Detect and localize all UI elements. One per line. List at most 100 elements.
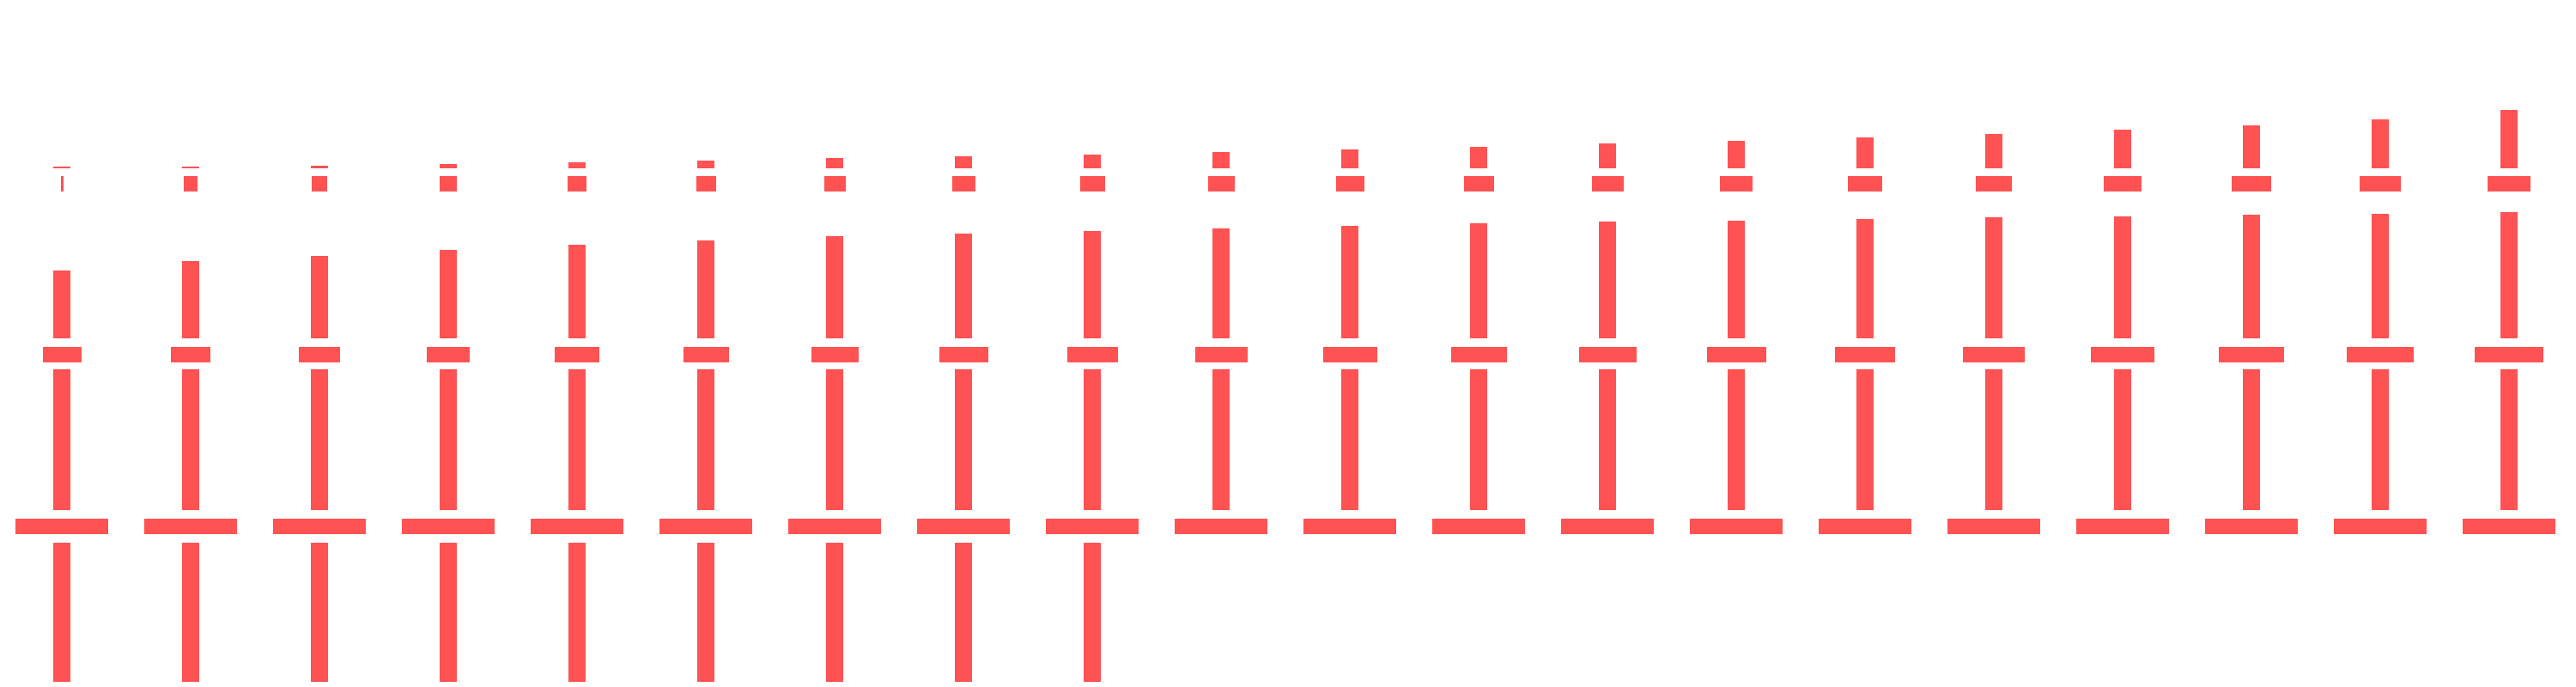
stem-1-4: [53, 543, 70, 682]
stem-3-4: [311, 543, 328, 682]
bar-6-1: [696, 176, 716, 192]
bar-11-2: [1322, 347, 1377, 362]
bar-5-2: [555, 347, 599, 362]
stem-8-4: [955, 543, 972, 682]
stem-7-1: [826, 158, 843, 168]
stem-1-2: [53, 271, 70, 338]
stem-16-3: [1985, 369, 2002, 510]
stem-8-1: [955, 156, 972, 168]
bar-11-3: [1303, 519, 1396, 534]
stem-6-1: [697, 161, 714, 168]
stem-20-3: [2500, 369, 2518, 510]
stem-20-2: [2500, 212, 2518, 338]
bar-20-1: [2488, 176, 2530, 192]
stem-4-2: [440, 250, 457, 338]
bar-9-3: [1046, 519, 1139, 534]
bar-19-3: [2334, 519, 2427, 534]
stem-20-1: [2500, 110, 2518, 168]
stem-5-1: [568, 162, 586, 168]
stem-17-3: [2114, 369, 2131, 510]
bar-3-3: [273, 519, 366, 534]
stem-13-3: [1599, 369, 1616, 510]
stem-16-1: [1985, 134, 2002, 168]
stem-10-1: [1212, 152, 1230, 168]
bar-2-2: [171, 347, 210, 362]
stem-12-1: [1470, 147, 1487, 168]
stem-15-2: [1856, 219, 1874, 338]
bar-2-3: [144, 519, 237, 534]
bar-12-1: [1463, 176, 1494, 192]
bar-13-2: [1578, 347, 1637, 362]
stem-4-1: [440, 164, 457, 168]
stem-4-4: [440, 543, 457, 682]
bar-7-2: [811, 347, 859, 362]
bar-5-3: [531, 519, 623, 534]
stem-9-4: [1084, 543, 1101, 682]
stem-10-3: [1212, 369, 1230, 510]
bar-8-3: [917, 519, 1010, 534]
stem-8-3: [955, 369, 972, 510]
stem-2-1: [182, 167, 199, 168]
stem-9-3: [1084, 369, 1101, 510]
bar-18-3: [2205, 519, 2298, 534]
stem-11-1: [1341, 149, 1358, 168]
bar-17-2: [2091, 347, 2154, 362]
stem-10-2: [1212, 228, 1230, 338]
stem-6-3: [697, 369, 714, 510]
stem-13-1: [1599, 143, 1616, 168]
stem-19-2: [2372, 214, 2389, 338]
bar-15-3: [1819, 519, 1911, 534]
bar-3-2: [299, 347, 340, 362]
bar-8-2: [939, 347, 988, 362]
stem-9-1: [1084, 155, 1101, 168]
bar-4-3: [402, 519, 495, 534]
bar-18-2: [2219, 347, 2284, 362]
stem-5-4: [568, 543, 586, 682]
stem-18-1: [2243, 125, 2260, 168]
bar-6-2: [683, 347, 729, 362]
stem-1-3: [53, 369, 70, 510]
stem-2-3: [182, 369, 199, 510]
bar-20-3: [2463, 519, 2555, 534]
stem-19-3: [2372, 369, 2389, 510]
bar-9-2: [1066, 347, 1118, 362]
stem-15-3: [1856, 369, 1874, 510]
bar-6-3: [659, 519, 752, 534]
bar-3-1: [312, 176, 327, 192]
stem-6-4: [697, 543, 714, 682]
bar-7-1: [823, 176, 846, 192]
bar-16-3: [1947, 519, 2040, 534]
stem-12-3: [1470, 369, 1487, 510]
bar-13-1: [1591, 176, 1624, 192]
stem-18-3: [2243, 369, 2260, 510]
bar-18-1: [2232, 176, 2271, 192]
stem-13-2: [1599, 222, 1616, 338]
stem-3-1: [311, 166, 328, 168]
bar-9-1: [1079, 176, 1105, 192]
bar-5-1: [568, 176, 586, 192]
bar-19-2: [2347, 347, 2414, 362]
bar-15-2: [1835, 347, 1895, 362]
bar-11-1: [1335, 176, 1364, 192]
bar-1-3: [15, 519, 108, 534]
bar-14-3: [1690, 519, 1783, 534]
bar-12-3: [1432, 519, 1525, 534]
stem-11-3: [1341, 369, 1358, 510]
bar-4-2: [427, 347, 470, 362]
bar-4-1: [440, 176, 457, 192]
stem-4-3: [440, 369, 457, 510]
bar-16-1: [1976, 176, 2012, 192]
stem-8-2: [955, 234, 972, 338]
bar-19-1: [2360, 176, 2401, 192]
stem-17-1: [2114, 130, 2131, 168]
stem-17-2: [2114, 216, 2131, 338]
bar-16-2: [1963, 347, 2025, 362]
bar-10-1: [1207, 176, 1235, 192]
stem-3-2: [311, 256, 328, 338]
stem-14-3: [1728, 369, 1745, 510]
stem-9-2: [1084, 231, 1101, 338]
bar-17-3: [2076, 519, 2169, 534]
stem-12-2: [1470, 223, 1487, 338]
bar-10-3: [1175, 519, 1267, 534]
